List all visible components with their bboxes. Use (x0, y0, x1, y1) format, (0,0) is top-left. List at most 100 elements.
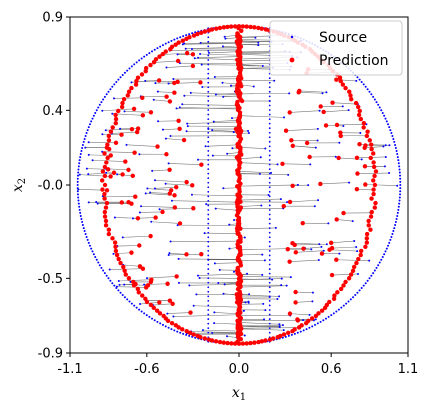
source-point (261, 273, 264, 276)
source-point (133, 304, 136, 307)
source-point (397, 208, 400, 211)
connector-line (323, 109, 349, 113)
source-point (207, 295, 210, 298)
source-point (198, 276, 201, 279)
prediction-point (293, 300, 298, 305)
source-point (78, 205, 81, 208)
connector-line (214, 322, 241, 325)
prediction-point (248, 24, 253, 30)
prediction-point (293, 289, 298, 295)
source-point (143, 283, 146, 286)
prediction-point (341, 283, 346, 288)
prediction-point (102, 191, 107, 197)
source-point (207, 118, 210, 120)
source-point (207, 95, 210, 98)
connector-line (166, 65, 193, 68)
prediction-point (126, 89, 132, 94)
prediction-point (157, 54, 162, 59)
source-point (248, 293, 251, 296)
source-point (182, 35, 185, 38)
connector-line (337, 123, 367, 126)
prediction-point (347, 89, 352, 94)
source-point (79, 153, 82, 156)
prediction-point (184, 328, 189, 334)
source-point (399, 187, 402, 190)
source-point (372, 272, 375, 275)
prediction-point (331, 296, 337, 301)
source-point (268, 77, 271, 80)
source-point (397, 162, 400, 165)
prediction-point (338, 286, 344, 292)
prediction-point (318, 104, 323, 109)
source-point (268, 277, 271, 280)
source-point (140, 57, 143, 60)
prediction-point (281, 204, 286, 209)
connector-line (169, 49, 240, 51)
source-point (126, 298, 129, 301)
y-tick-label: -0.0 (38, 179, 63, 194)
source-point (173, 329, 176, 332)
connector-line (332, 246, 357, 249)
prediction-point (236, 231, 241, 236)
source-point (207, 240, 210, 243)
prediction-point (235, 171, 240, 176)
source-point (311, 325, 314, 328)
prediction-point (371, 187, 376, 192)
source-point (383, 165, 386, 168)
x-tick-label: -1.1 (57, 362, 82, 377)
source-point (153, 48, 156, 51)
prediction-point (362, 164, 368, 169)
source-point (205, 203, 208, 206)
source-point (85, 167, 88, 170)
connector-line (240, 147, 266, 149)
source-point (188, 33, 191, 36)
source-point (268, 213, 271, 216)
prediction-point (102, 214, 108, 219)
prediction-point (108, 174, 113, 179)
source-point (188, 334, 191, 337)
source-point (233, 219, 236, 222)
prediction-point (157, 300, 162, 305)
prediction-point (191, 33, 197, 38)
prediction-point (334, 122, 340, 128)
connector-line (238, 170, 272, 174)
connector-line (150, 192, 170, 194)
source-point (87, 126, 90, 129)
source-point (207, 327, 210, 330)
source-point (268, 231, 271, 234)
source-point (105, 93, 108, 96)
source-point (398, 171, 401, 174)
prediction-point (187, 330, 193, 336)
connector-line (239, 198, 281, 201)
source-point (261, 253, 264, 256)
prediction-point (119, 132, 124, 137)
source-point (83, 230, 86, 233)
connector-line (186, 332, 241, 334)
prediction-point (248, 340, 253, 346)
source-point (322, 319, 325, 322)
source-point (207, 154, 210, 157)
prediction-point (106, 133, 112, 139)
source-point (207, 227, 210, 230)
source-point (307, 184, 310, 187)
prediction-point (111, 170, 117, 175)
source-point (268, 181, 271, 184)
prediction-point (164, 94, 169, 99)
prediction-point (132, 150, 137, 155)
prediction-point (235, 204, 240, 209)
prediction-point (259, 26, 264, 31)
source-point (214, 93, 217, 96)
source-point (119, 291, 122, 294)
source-point (308, 313, 311, 316)
connector-line (240, 93, 290, 95)
source-point (172, 315, 175, 318)
source-point (305, 328, 308, 331)
source-point (375, 101, 378, 104)
source-point (119, 127, 122, 130)
source-point (195, 293, 198, 296)
source-point (268, 290, 271, 293)
source-point (268, 131, 271, 134)
prediction-point (102, 164, 108, 170)
source-point (173, 38, 176, 41)
source-point (176, 330, 179, 333)
